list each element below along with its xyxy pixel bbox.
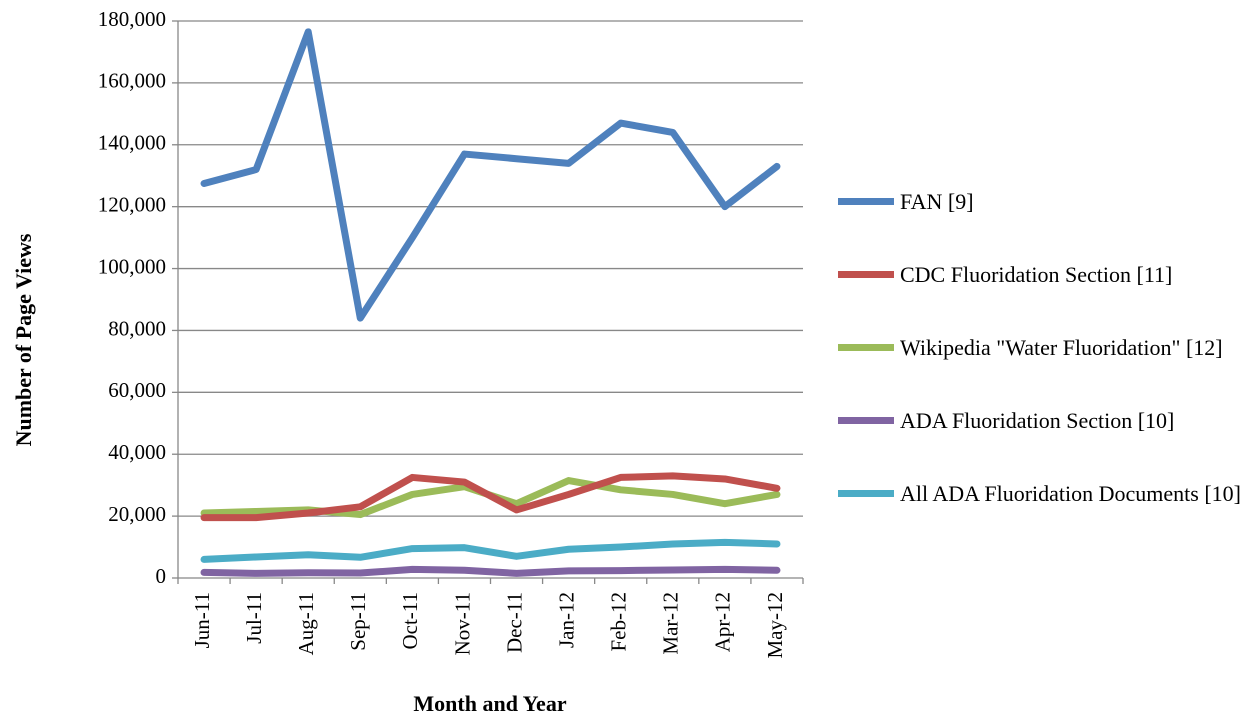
legend-label: FAN [9] [900,189,974,214]
legend-swatch [838,198,894,205]
legend-item: FAN [9] [838,186,1248,217]
legend: FAN [9] CDC Fluoridation Section [11] Wiki… [838,186,1248,509]
x-tick-label: Sep-11 [346,592,370,651]
y-tick-label: 60,000 [108,378,166,402]
x-tick-label: Apr-12 [711,592,735,652]
y-tick-label: 160,000 [98,69,166,93]
legend-swatch [838,417,894,424]
legend-label: CDC Fluoridation Section [11] [900,262,1173,287]
series-line [200,565,781,577]
legend-item: CDC Fluoridation Section [11] [838,259,1248,290]
y-tick-label: 140,000 [98,131,166,155]
y-tick-label: 120,000 [98,192,166,216]
x-tick-label: Dec-11 [502,592,526,653]
y-tick-label: 0 [156,564,167,588]
x-tick-label: Mar-12 [659,592,683,655]
legend-swatch [838,344,894,351]
series-line [200,28,781,322]
legend-item: All ADA Fluoridation Documents [10] [838,478,1248,509]
y-tick-label: 20,000 [108,502,166,526]
x-tick-label: Feb-12 [607,592,631,652]
x-tick-label: May-12 [763,592,787,659]
x-axis-title: Month and Year [413,691,566,716]
series-line [200,538,781,563]
y-tick-label: 180,000 [98,7,166,31]
legend-label: ADA Fluoridation Section [10] [900,408,1175,433]
x-tick-label: Oct-11 [398,592,422,650]
x-tick-label: Jun-11 [190,592,214,648]
y-tick-label: 100,000 [98,254,166,278]
legend-label: All ADA Fluoridation Documents [10] [900,481,1241,506]
x-tick-label: Jul-11 [242,592,266,644]
legend-label: Wikipedia "Water Fluoridation" [12] [900,335,1223,360]
y-axis-title: Number of Page Views [11,233,36,446]
legend-item: ADA Fluoridation Section [10] [838,405,1248,436]
series-line [200,472,781,522]
x-tick-label: Aug-11 [294,592,318,655]
x-tick-label: Jan-12 [554,592,578,648]
y-tick-label: 80,000 [108,316,166,340]
legend-swatch [838,490,894,497]
x-tick-label: Nov-11 [450,592,474,655]
legend-item: Wikipedia "Water Fluoridation" [12] [838,332,1248,363]
legend-swatch [838,271,894,278]
y-tick-label: 40,000 [108,440,166,464]
